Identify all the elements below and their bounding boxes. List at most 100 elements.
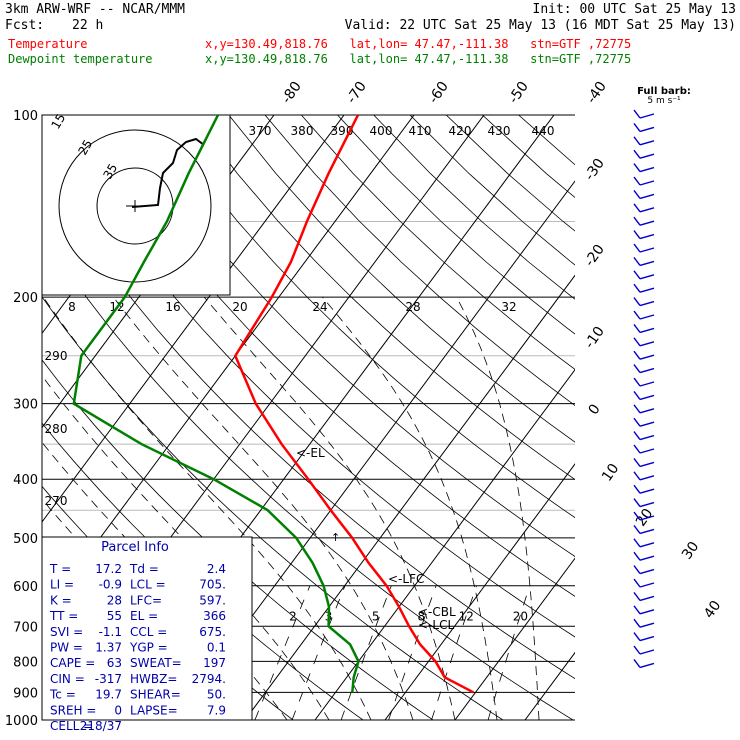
wind-barb-staff — [639, 528, 655, 535]
wind-barb-flag — [633, 136, 641, 146]
wind-barb-staff — [639, 233, 655, 240]
wind-barb-staff — [639, 260, 655, 267]
wind-barb-flag — [633, 230, 641, 240]
parcel-info-box — [41, 536, 253, 721]
wind-barb-flag — [633, 350, 641, 360]
theta-small-label: 270 — [45, 494, 68, 508]
wind-barb-staff — [639, 568, 655, 575]
parcel-info-cell: CELL = — [50, 719, 93, 733]
parcel-info-cell: Tc = — [49, 688, 76, 702]
parcel-info-cell: 218/37 — [80, 719, 122, 733]
wind-barb-flag — [633, 498, 641, 508]
pressure-tick-label: 1000 — [5, 714, 38, 729]
wind-barb-staff — [639, 140, 655, 146]
theta-label: 410 — [409, 124, 432, 138]
mixing-ratio-line — [291, 585, 346, 720]
theta-label: 420 — [449, 124, 472, 138]
wind-barb-staff — [639, 595, 655, 602]
theta-label: 380 — [291, 124, 314, 138]
dry-adiabat-line — [42, 168, 575, 680]
wind-barb-staff — [639, 367, 655, 374]
wind-barb-flag — [633, 189, 641, 199]
isotherm-label: -50 — [506, 79, 532, 107]
hodograph-ring-label: 35 — [100, 161, 120, 181]
wind-barb-flag — [633, 203, 641, 213]
mixing-ratio-label: 8 — [417, 609, 425, 623]
wind-barb-staff — [639, 461, 655, 468]
hodograph-trace — [131, 137, 205, 208]
wind-barb-staff — [639, 635, 655, 642]
dry-adiabat-line — [47, 115, 575, 638]
pressure-tick-label: 700 — [13, 620, 38, 635]
parcel-info-cell: -0.9 — [99, 578, 122, 592]
wind-barb-staff — [639, 542, 655, 548]
wind-barb-staff — [639, 408, 655, 414]
isotherm-label: -60 — [426, 79, 452, 107]
wind-barb-flag — [633, 270, 641, 280]
level-marker-label: <-CBL — [418, 605, 456, 619]
wind-barb-staff — [639, 166, 655, 173]
isotherm-line — [42, 115, 345, 523]
wind-barb-staff — [639, 555, 655, 561]
wind-barb-staff — [639, 662, 655, 669]
wind-barb-staff — [639, 247, 655, 253]
pressure-tick-label: 400 — [13, 473, 38, 488]
wind-barb-staff — [639, 515, 655, 521]
wind-barb-staff — [639, 287, 655, 293]
parcel-info-cell: 55 — [107, 609, 122, 623]
theta-label: 400 — [370, 124, 393, 138]
wind-barb-flag — [633, 457, 641, 467]
pressure-tick-label: 200 — [13, 291, 38, 306]
dry-adiabat-line — [83, 115, 575, 597]
wind-barb-flag — [633, 404, 641, 414]
parcel-info-cell: LI = — [50, 578, 74, 592]
level-marker-label: <-LFC — [388, 572, 424, 586]
isotherm-line — [42, 115, 415, 618]
wind-barb-staff — [639, 582, 655, 588]
isotherm-label: 0 — [586, 401, 604, 417]
hodograph-ring-label: 15 — [48, 111, 68, 131]
parcel-info-cell: 17.2 — [95, 562, 122, 576]
wind-barb-flag — [633, 484, 641, 494]
parcel-info-cell: 675. — [199, 625, 226, 639]
lfc-arrow-marker: ↑ — [331, 531, 340, 544]
wind-barb-flag — [633, 176, 641, 186]
hodograph-speed-label: 28 — [405, 300, 420, 314]
parcel-info-cell: HWBZ= — [130, 672, 177, 686]
wind-barb-flag — [633, 310, 641, 320]
theta-small-label: 290 — [45, 349, 68, 363]
parcel-info-cell: 7.9 — [207, 703, 226, 717]
isotherm-label: 40 — [701, 598, 724, 622]
init-time: Init: 00 UTC Sat 25 May 13 — [532, 2, 737, 17]
wind-barb-flag — [633, 377, 641, 387]
dry-adiabat-line — [42, 296, 504, 720]
parcel-info-cell: 2.4 — [207, 562, 226, 576]
dry-adiabat-line — [518, 115, 575, 166]
parcel-info-title: Parcel Info — [101, 540, 169, 555]
parcel-info-cell: CCL = — [130, 625, 167, 639]
dry-adiabat-line — [264, 115, 575, 406]
wind-barb-staff — [639, 153, 655, 159]
theta-label: 440 — [532, 124, 555, 138]
wind-barb-staff — [639, 381, 655, 387]
theta-small-label: 280 — [45, 422, 68, 436]
wind-barb-flag — [633, 605, 641, 615]
parcel-info-cell: EL = — [130, 609, 158, 623]
dry-adiabat-line — [482, 115, 575, 199]
wind-barb-flag — [633, 337, 641, 347]
temperature-profile-line — [233, 115, 474, 694]
wind-barb-staff — [639, 180, 655, 186]
parcel-info-cell: 19.7 — [95, 688, 122, 702]
dewpoint-station-info: x,y=130.49,818.76 lat,lon= 47.47,-111.38… — [205, 52, 632, 66]
isotherm-line — [384, 463, 575, 720]
wind-barb-staff — [639, 274, 655, 280]
parcel-info-cell: TT = — [49, 609, 78, 623]
dry-adiabat-line — [409, 115, 575, 266]
parcel-info-cell: 1.37 — [95, 641, 122, 655]
wind-barb-staff — [639, 126, 655, 133]
wind-barb-flag — [633, 431, 641, 441]
wind-barb-flag — [633, 323, 641, 333]
level-marker-label: <-LCL — [418, 618, 454, 632]
moist-adiabat-line — [456, 296, 540, 720]
dry-adiabat-line — [337, 115, 575, 335]
